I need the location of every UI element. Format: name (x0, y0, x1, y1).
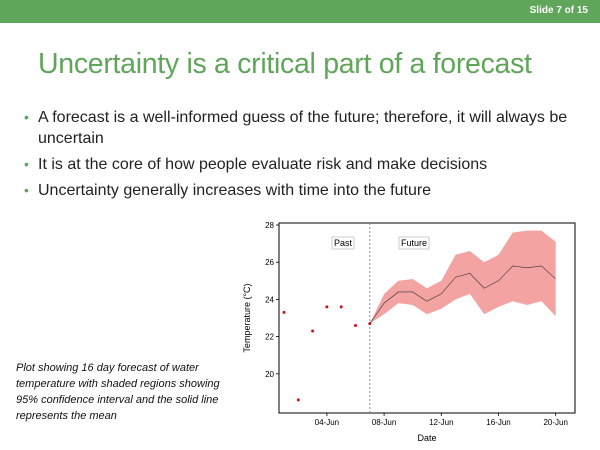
past-annotation: Past (331, 236, 355, 250)
future-annotation: Future (398, 236, 430, 250)
bullet-text: Uncertainty generally increases with tim… (38, 182, 432, 199)
y-tick-label: 28 (265, 221, 274, 230)
y-tick-label: 22 (265, 333, 274, 342)
chart-caption: Plot showing 16 day forecast of water te… (16, 362, 220, 422)
x-tick-label: 16-Jun (486, 418, 510, 427)
observed-point (311, 329, 315, 333)
future-label: Future (401, 238, 427, 248)
x-axis-label: Date (417, 433, 436, 443)
confidence-band (369, 230, 556, 324)
slide-title: Uncertainty is a critical part of a fore… (38, 48, 532, 80)
x-tick-label: 12-Jun (429, 418, 453, 427)
slide-counter: Slide 7 of 15 (529, 5, 588, 16)
past-label: Past (334, 238, 353, 248)
observed-point (354, 323, 357, 327)
bullet-dot-icon: • (24, 182, 29, 198)
bullet-item: • It is at the core of how people evaluat… (24, 154, 584, 175)
observed-point (368, 322, 372, 326)
plot-frame (278, 222, 576, 414)
y-tick-label: 20 (265, 370, 274, 379)
x-axis: 04-Jun 08-Jun 12-Jun 16-Jun 20-Jun (315, 413, 568, 427)
top-bar: Slide 7 of 15 (0, 0, 600, 23)
y-axis: 20 22 24 26 28 (265, 221, 279, 379)
x-tick-label: 20-Jun (543, 418, 567, 427)
bullet-text: It is at the core of how people evaluate… (38, 156, 488, 173)
bullet-dot-icon: • (24, 109, 29, 125)
observed-point (296, 398, 300, 402)
bullet-text: A forecast is a well-informed guess of t… (38, 109, 568, 147)
bullet-item: • A forecast is a well-informed guess of … (24, 107, 584, 149)
forecast-chart: 20 22 24 26 28 04-Jun 08-Jun 12-Jun 16-Jun 20-Ju… (242, 221, 576, 443)
y-axis-label: Temperature (°C) (242, 283, 252, 352)
bullet-list: • A forecast is a well-informed guess of … (24, 107, 584, 206)
bullet-dot-icon: • (24, 156, 29, 172)
bullet-item: • Uncertainty generally increases with ti… (24, 180, 584, 201)
x-tick-label: 04-Jun (315, 418, 339, 427)
observed-point (282, 310, 286, 314)
observed-point (339, 305, 343, 309)
past-label-box (331, 236, 355, 250)
future-label-box (398, 236, 430, 250)
y-tick-label: 24 (265, 295, 274, 304)
forecast-mean-line (369, 265, 556, 324)
x-tick-label: 08-Jun (372, 418, 396, 427)
observed-point (325, 305, 329, 309)
y-tick-label: 26 (265, 258, 274, 267)
observed-points (282, 305, 372, 402)
